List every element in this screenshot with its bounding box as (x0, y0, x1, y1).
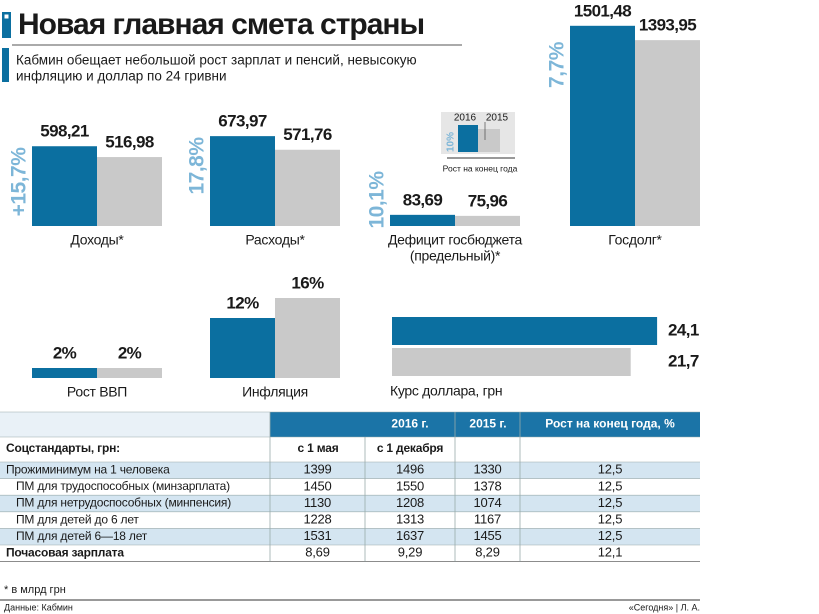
table-cell: 1550 (396, 478, 424, 493)
table-cell: ПМ для детей 6—18 лет (16, 529, 148, 543)
table-cell: 1208 (396, 495, 424, 510)
title-marker (2, 12, 11, 38)
growth-label: 17,8% (186, 137, 209, 195)
bar (210, 136, 275, 226)
value-label: 673,97 (218, 112, 267, 131)
table-cell: 1399 (303, 462, 331, 477)
table-cell: Почасовая зарплата (6, 545, 124, 559)
legend-swatch (478, 129, 500, 152)
bar (390, 214, 455, 226)
value-label: 12% (226, 293, 259, 312)
row-bg (0, 495, 700, 512)
value-label: 21,7 (668, 351, 699, 370)
table-subheader: с 1 декабря (377, 441, 444, 455)
credit: «Сегодня» | Л. А. (629, 602, 700, 612)
table-cell: 12,5 (598, 512, 623, 527)
title: Новая главная смета страны (18, 8, 424, 41)
growth-label: 10,1% (366, 171, 389, 229)
table-header-bg (0, 412, 270, 437)
table-cell: 1378 (473, 478, 501, 493)
row-bg (0, 528, 700, 545)
bar (635, 40, 700, 226)
value-label: 516,98 (105, 133, 154, 152)
table-cell: 1330 (473, 462, 501, 477)
table-cell: 1313 (396, 512, 424, 527)
growth-label: 7,7% (546, 41, 569, 88)
value-label: 598,21 (40, 122, 89, 141)
legend-note: Рост на конец года (443, 163, 518, 173)
table-cell: Прожиминимум на 1 человека (6, 462, 170, 476)
bar (210, 318, 275, 378)
table-cell: 12,5 (598, 462, 623, 477)
value-label: 83,69 (403, 190, 443, 209)
subtitle-marker (2, 48, 9, 82)
category-label: Курс доллара, грн (390, 383, 502, 399)
category-label: (предельный)* (410, 248, 501, 264)
mini-legend: 2016 2015 10% Рост на конец года (441, 112, 518, 173)
source: Данные: Кабмин (4, 602, 73, 612)
table-header: 2016 г. (391, 417, 428, 431)
table-cell: ПМ для нетрудоспособных (минпенсия) (16, 496, 231, 510)
bar (570, 25, 635, 226)
growth-label: +15,7% (8, 147, 31, 217)
bar (455, 215, 520, 226)
table-cell: 12,5 (598, 478, 623, 493)
bar (392, 317, 658, 345)
table-cell: 1130 (304, 495, 331, 510)
category-label: Доходы* (70, 232, 124, 248)
table-cell: 1455 (473, 528, 501, 543)
value-label: 75,96 (468, 191, 508, 210)
bar (275, 298, 340, 378)
bar (32, 146, 97, 226)
category-label: Госдолг* (608, 232, 662, 248)
footnote: * в млрд грн (4, 584, 66, 596)
legend-label: 2015 (486, 113, 509, 124)
category-label: Дефицит госбюджета (388, 232, 523, 248)
table-cell: 1450 (303, 478, 331, 493)
table-cell: 8,69 (305, 545, 330, 560)
table-cell: 12,5 (598, 528, 623, 543)
table-cell: ПМ для детей до 6 лет (16, 512, 139, 526)
row-bg (0, 462, 700, 479)
legend-label: 2016 (454, 113, 477, 124)
table-cell: 1167 (474, 512, 501, 527)
table-header: Рост на конец года, % (545, 417, 675, 431)
title-marker-dot (4, 14, 9, 19)
value-label: 2% (118, 343, 142, 362)
table-cell: 12,5 (598, 495, 623, 510)
value-label: 2% (53, 343, 77, 362)
table-cell: ПМ для трудоспособных (минзарплата) (16, 479, 230, 493)
subtitle-line: инфляцию и доллар по 24 гривни (16, 69, 227, 84)
table-cell: 1637 (396, 528, 424, 543)
table-subheader: Соцстандарты, грн: (6, 441, 120, 455)
bar (97, 157, 162, 226)
table-cell: 1074 (473, 495, 501, 510)
legend-swatch (458, 125, 478, 152)
table-header: 2015 г. (469, 417, 506, 431)
table-cell: 1496 (396, 462, 424, 477)
value-label: 16% (291, 273, 324, 292)
bar (392, 348, 631, 376)
table-cell: 8,29 (475, 545, 500, 560)
table-cell: 1228 (303, 512, 331, 527)
legend-growth: 10% (446, 132, 457, 152)
value-label: 571,76 (283, 125, 332, 144)
value-label: 24,1 (668, 320, 699, 339)
value-label: 1393,95 (639, 16, 696, 35)
bar (275, 149, 340, 226)
table-cell: 12,1 (598, 545, 623, 560)
value-label: 1501,48 (574, 1, 631, 20)
table-cell: 9,29 (398, 545, 423, 560)
category-label: Расходы* (245, 232, 305, 248)
table-subheader: с 1 мая (297, 441, 338, 455)
category-label: Инфляция (242, 384, 308, 400)
subtitle-line: Кабмин обещает небольшой рост зарплат и … (16, 53, 417, 68)
category-label: Рост ВВП (67, 384, 127, 400)
table-header-bg (270, 412, 700, 437)
bar (97, 368, 162, 378)
bar (32, 368, 97, 378)
table-cell: 1531 (303, 528, 331, 543)
